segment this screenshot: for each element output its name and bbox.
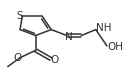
Text: N: N [65,32,73,42]
Text: S: S [16,11,23,21]
Text: O: O [50,55,58,65]
Text: NH: NH [96,23,112,33]
Text: OH: OH [108,42,124,52]
Text: O: O [13,53,21,63]
